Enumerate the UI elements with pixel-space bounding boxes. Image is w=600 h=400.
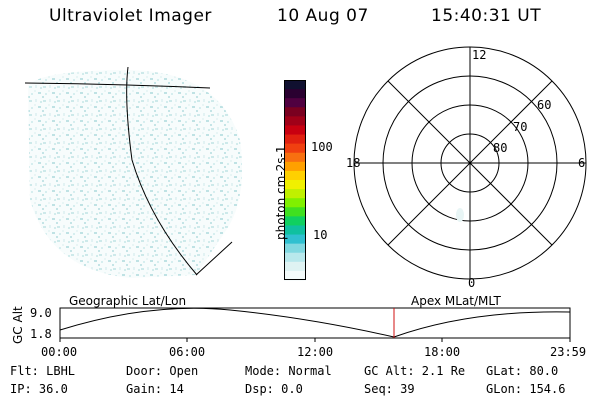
time-tick-1800: 18:00 xyxy=(424,345,461,359)
ip-info: IP: 36.0 xyxy=(10,382,68,396)
colorbar-cell xyxy=(284,152,306,163)
mlt-label-18: 18 xyxy=(346,156,361,170)
colorbar-cell xyxy=(284,207,306,217)
colorbar-cell xyxy=(284,198,306,208)
colorbar-cell xyxy=(284,125,306,136)
colorbar-cell xyxy=(284,107,306,117)
colorbar-tick-100: 100 xyxy=(311,140,333,154)
colorbar xyxy=(284,80,306,281)
gc-alt-info: GC Alt: 2.1 Re xyxy=(364,364,466,378)
colorbar-cell xyxy=(284,234,306,245)
colorbar-cell xyxy=(284,270,306,281)
colorbar-cell xyxy=(284,261,306,272)
mlt-label-12: 12 xyxy=(472,48,487,62)
altitude-tick-9: 9.0 xyxy=(30,306,52,320)
colorbar-cell xyxy=(284,116,306,127)
gain-info: Gain: 14 xyxy=(126,382,184,396)
apex-grid-label: Apex MLat/MLT xyxy=(411,294,501,308)
glat-info: GLat: 80.0 xyxy=(486,364,559,378)
time-tick-1200: 12:00 xyxy=(297,345,334,359)
mode-info: Mode: Normal xyxy=(245,364,332,378)
colorbar-cell xyxy=(284,252,306,263)
colorbar-cell xyxy=(284,80,306,90)
dsp-info: Dsp: 0.0 xyxy=(245,382,303,396)
mlat-label-80: 80 xyxy=(493,141,508,155)
altitude-axis-label: GC Alt xyxy=(11,306,25,344)
geographic-grid-lines xyxy=(24,66,233,276)
filter-info: Flt: LBHL xyxy=(10,364,76,378)
colorbar-cell xyxy=(284,89,306,99)
seq-info: Seq: 39 xyxy=(364,382,415,396)
colorbar-cell xyxy=(284,189,306,199)
colorbar-cell xyxy=(284,98,306,108)
uv-emission-disk xyxy=(28,70,243,278)
time-tick-2359: 23:59 xyxy=(550,345,587,359)
mlat-label-60: 60 xyxy=(537,98,552,112)
colorbar-cell xyxy=(284,134,306,145)
door-info: Door: Open xyxy=(126,364,199,378)
time-tick-0000: 00:00 xyxy=(41,345,78,359)
geographic-grid-label: Geographic Lat/Lon xyxy=(69,294,187,308)
colorbar-cell xyxy=(284,225,306,236)
instrument-title: Ultraviolet Imager xyxy=(49,6,212,26)
altitude-tick-1: 1.8 xyxy=(30,327,52,341)
image-date: 10 Aug 07 xyxy=(277,6,369,26)
colorbar-cell xyxy=(284,180,306,190)
colorbar-cell xyxy=(284,216,306,227)
polar-emission-spot xyxy=(456,208,464,222)
mlat-label-70: 70 xyxy=(513,120,528,134)
glon-info: GLon: 154.6 xyxy=(486,382,566,396)
colorbar-cell xyxy=(284,170,306,181)
polar-diagonal-2 xyxy=(387,80,553,246)
mlt-label-0: 0 xyxy=(468,276,476,290)
time-tick-0600: 06:00 xyxy=(169,345,206,359)
colorbar-cell xyxy=(284,243,306,254)
mlt-label-6: 6 xyxy=(578,156,586,170)
altitude-curve xyxy=(59,307,571,338)
colorbar-cell xyxy=(284,143,306,154)
colorbar-cell xyxy=(284,161,306,172)
colorbar-tick-10: 10 xyxy=(313,228,328,242)
image-time: 15:40:31 UT xyxy=(431,6,542,26)
